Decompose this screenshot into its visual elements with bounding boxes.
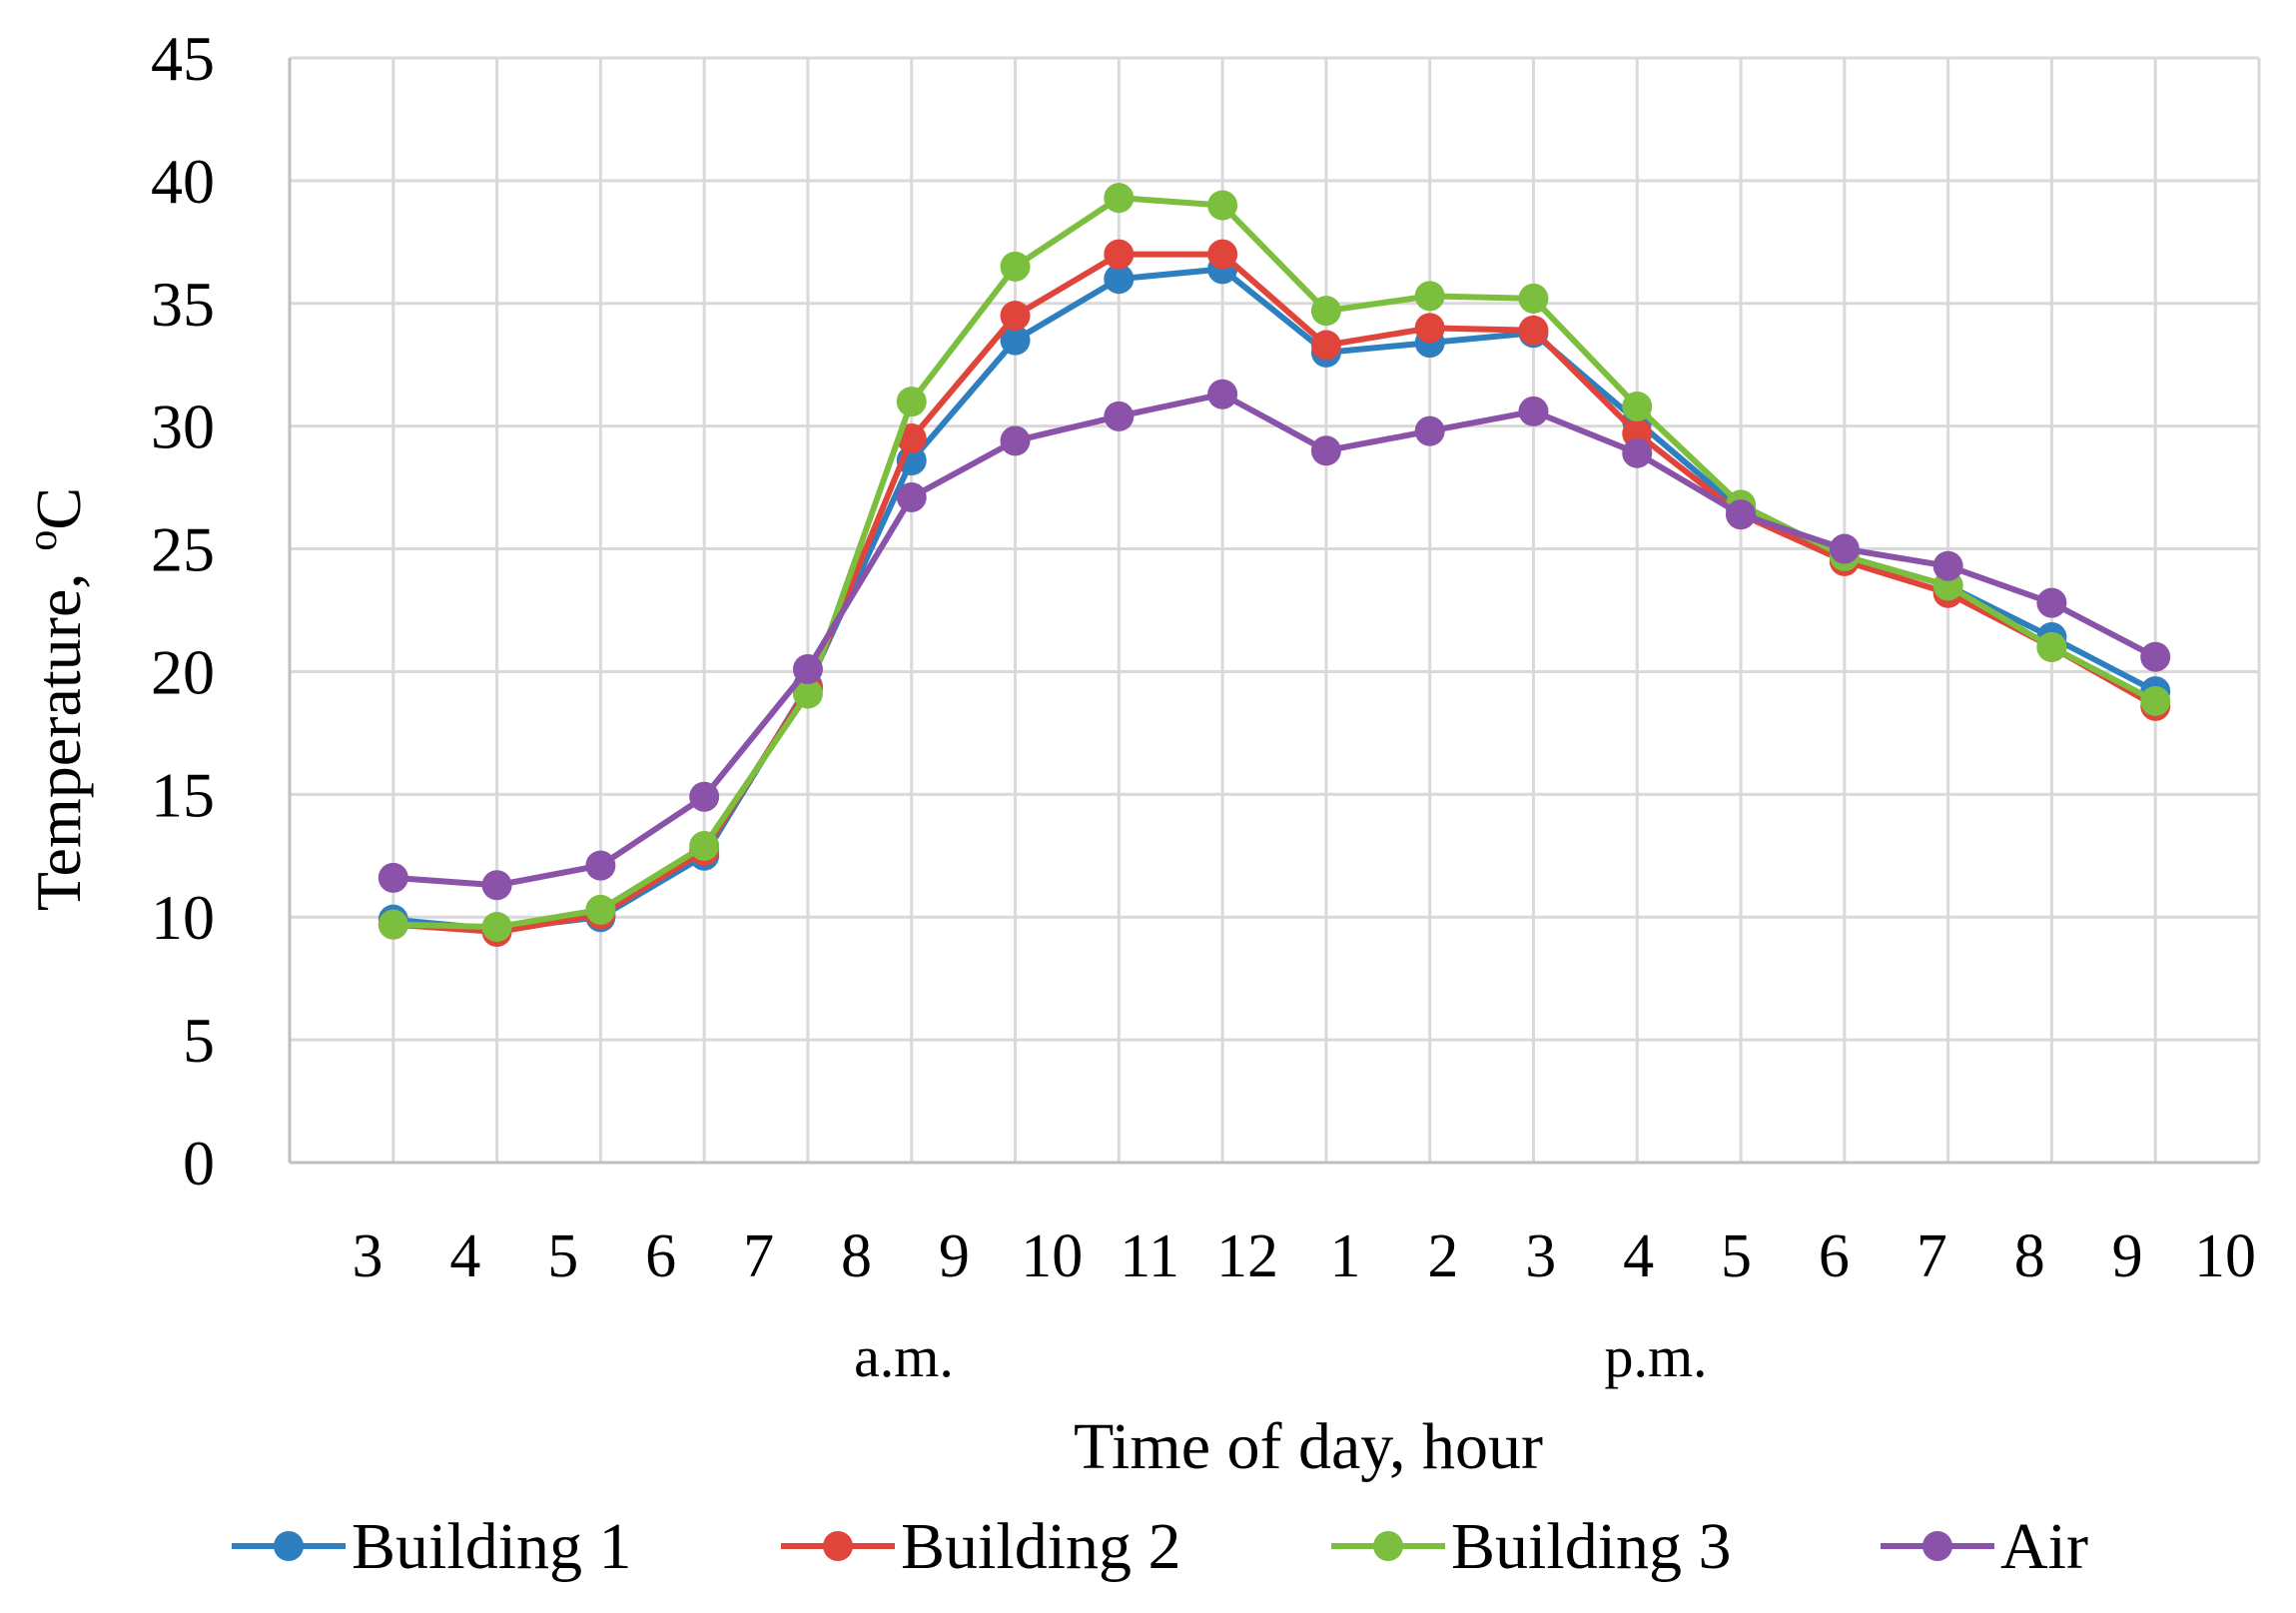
y-tick-label: 40	[151, 146, 215, 217]
point-air	[2140, 641, 2171, 672]
legend-marker-building-2	[823, 1531, 853, 1561]
point-air	[1726, 499, 1757, 530]
point-building-3	[689, 830, 720, 861]
point-air	[896, 481, 927, 512]
x-axis-title: Time of day, hour	[1074, 1410, 1543, 1483]
x-tick-label: 1	[1329, 1222, 1360, 1290]
legend: Building 1 Building 2 Building 3 Air	[232, 1510, 2088, 1583]
y-tick-labels: 0 5 10 15 20 25 30 35 40 45	[151, 23, 215, 1199]
x-tick-label: 8	[841, 1222, 872, 1290]
x-tick-label: 4	[1623, 1222, 1654, 1290]
x-tick-label: 10	[1021, 1222, 1083, 1290]
x-tick-label: 2	[1427, 1222, 1458, 1290]
series-lines	[378, 183, 2171, 947]
x-tick-label: 3	[1525, 1222, 1556, 1290]
x-tick-label: 7	[1916, 1222, 1947, 1290]
legend-marker-building-3	[1373, 1531, 1403, 1561]
x-tick-label: 9	[939, 1222, 970, 1290]
point-air	[792, 653, 823, 684]
x-tick-label: 6	[1819, 1222, 1850, 1290]
point-air	[1414, 415, 1445, 446]
y-axis-title: Temperature, oC	[20, 487, 94, 911]
point-building-3	[1518, 283, 1549, 314]
point-building-3	[1207, 190, 1238, 221]
x-tick-label: 5	[547, 1222, 578, 1290]
point-building-3	[896, 387, 927, 417]
y-axis-title-text: Temperature,	[23, 573, 94, 911]
y-tick-label: 45	[151, 23, 215, 94]
point-air	[1622, 437, 1653, 468]
y-axis-degree-sign: o	[20, 530, 66, 551]
point-air	[1207, 379, 1238, 409]
legend-marker-building-1	[274, 1531, 304, 1561]
x-tick-label: 4	[449, 1222, 480, 1290]
point-air	[1518, 396, 1549, 426]
legend-marker-air	[1922, 1531, 1952, 1561]
legend-label-building-1: Building 1	[352, 1510, 632, 1583]
point-building-2	[1414, 313, 1445, 344]
point-building-2	[1104, 239, 1135, 270]
point-air	[481, 870, 512, 901]
y-tick-label: 15	[151, 759, 215, 830]
x-tick-label: 7	[743, 1222, 774, 1290]
point-air	[2036, 587, 2067, 618]
legend-label-building-2: Building 2	[901, 1510, 1181, 1583]
point-building-3	[1622, 392, 1653, 422]
point-air	[1310, 435, 1341, 466]
point-air	[689, 781, 720, 812]
x-tick-label: 6	[645, 1222, 676, 1290]
point-building-3	[1000, 251, 1031, 282]
y-axis-unit: C	[23, 487, 94, 530]
point-building-3	[2036, 631, 2067, 662]
point-air	[585, 850, 616, 881]
y-tick-label: 35	[151, 269, 215, 340]
point-building-3	[792, 678, 823, 709]
point-building-3	[1310, 296, 1341, 327]
point-air	[1932, 550, 1963, 581]
legend-label-air: Air	[2000, 1510, 2088, 1583]
point-building-3	[1104, 183, 1135, 214]
point-air	[1104, 401, 1135, 431]
y-tick-label: 5	[183, 1005, 215, 1076]
legend-label-building-3: Building 3	[1451, 1510, 1732, 1583]
point-air	[1829, 533, 1860, 564]
point-building-2	[1518, 315, 1549, 346]
point-building-3	[2140, 685, 2171, 716]
y-tick-label: 25	[151, 514, 215, 585]
point-building-2	[1207, 239, 1238, 270]
point-building-2	[1310, 330, 1341, 361]
point-building-3	[378, 909, 408, 940]
am-period-label: a.m.	[854, 1324, 954, 1389]
series-line-building-2	[392, 251, 2157, 935]
axes	[288, 58, 2259, 1165]
y-tick-label: 0	[183, 1128, 215, 1199]
pm-period-label: p.m.	[1604, 1324, 1707, 1389]
x-tick-label: 3	[353, 1222, 383, 1290]
point-air	[1000, 425, 1031, 456]
x-tick-label: 8	[2014, 1222, 2045, 1290]
svg-text:Temperature,oC: Temperature, oC	[20, 487, 94, 911]
x-tick-label: 5	[1721, 1222, 1752, 1290]
x-tick-label: 9	[2112, 1222, 2143, 1290]
point-building-3	[585, 894, 616, 925]
y-tick-label: 20	[151, 636, 215, 707]
point-building-3	[481, 912, 512, 943]
series-line-air	[392, 391, 2157, 889]
y-tick-label: 30	[151, 392, 215, 462]
series-line-building-3	[392, 195, 2157, 931]
gridlines	[290, 56, 2261, 1163]
x-tick-label: 12	[1216, 1222, 1278, 1290]
point-building-3	[1414, 281, 1445, 312]
point-building-2	[1000, 301, 1031, 332]
point-building-1	[1104, 264, 1135, 295]
y-tick-label: 10	[151, 882, 215, 953]
x-tick-labels: 3 4 5 6 7 8 9 10 11 12 1 2 3 4 5 6 7 8 9 10	[353, 1222, 2257, 1290]
x-tick-label: 10	[2194, 1222, 2256, 1290]
point-air	[378, 862, 408, 893]
x-tick-label: 11	[1120, 1222, 1179, 1290]
point-building-1	[1000, 325, 1031, 356]
